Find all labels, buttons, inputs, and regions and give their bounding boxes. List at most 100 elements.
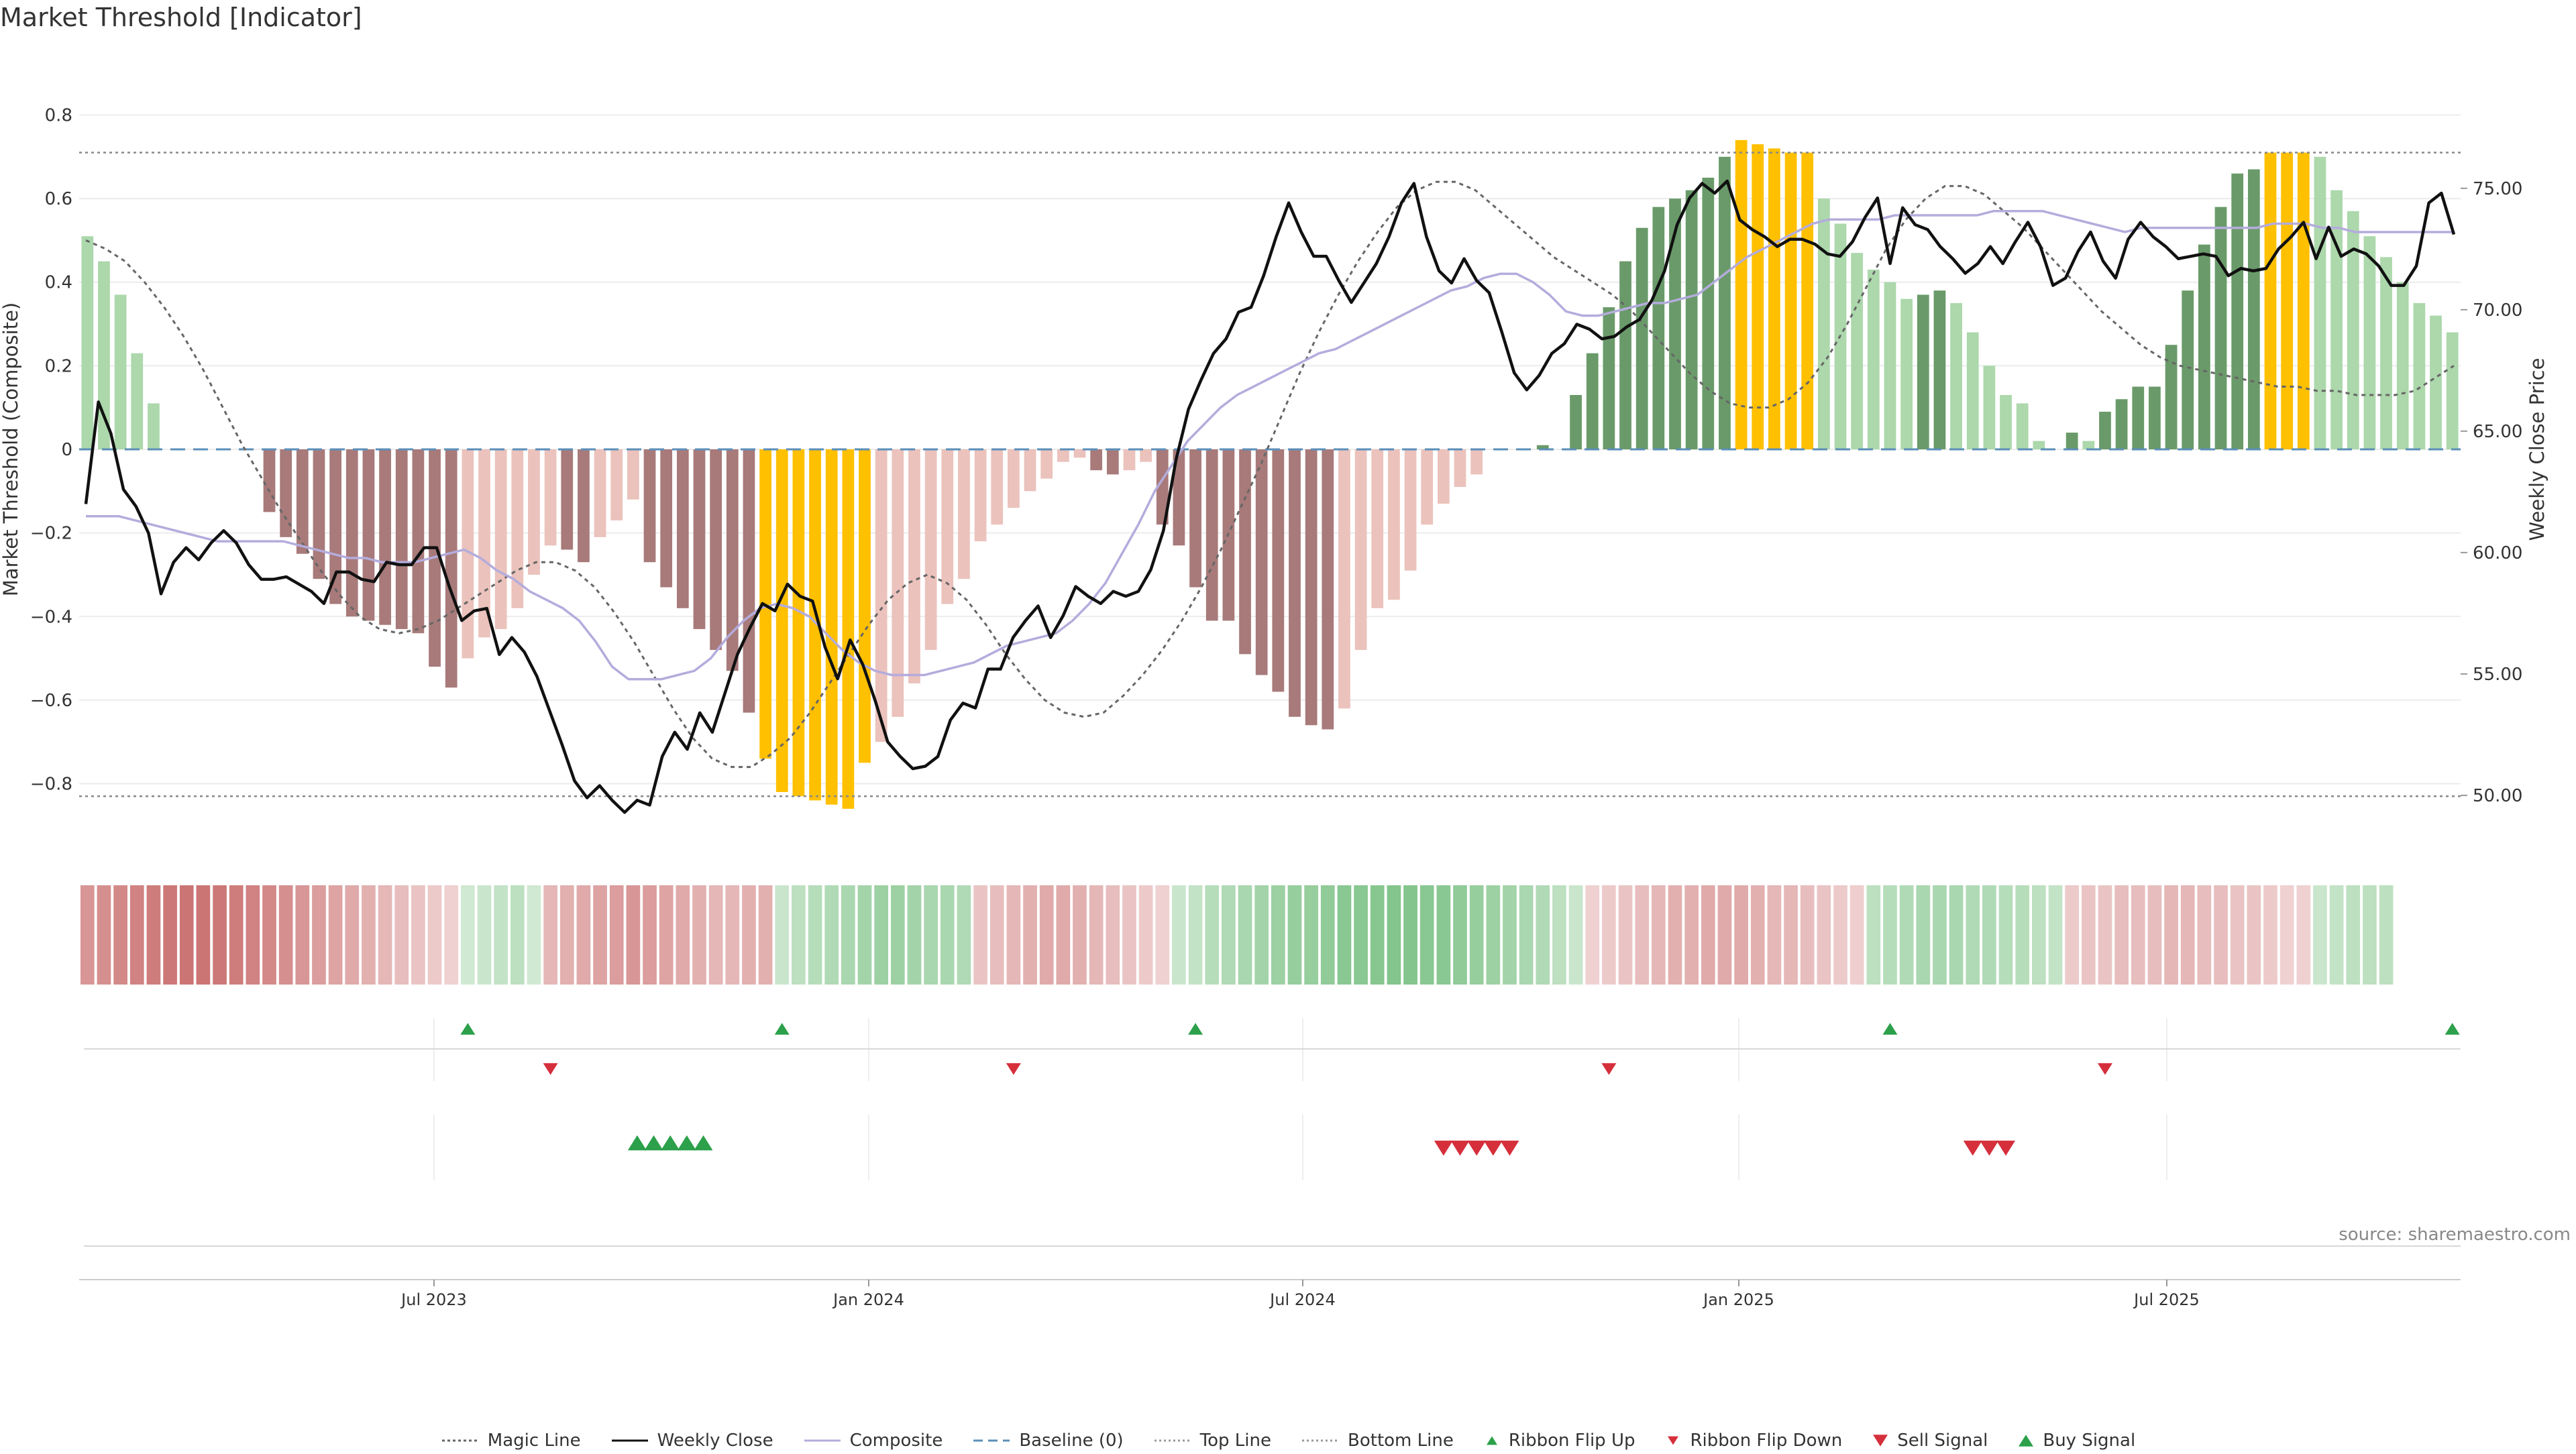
legend-item-sell: Sell Signal <box>1872 1431 1988 1451</box>
composite-bar <box>2033 441 2045 449</box>
composite-bar <box>2016 403 2029 449</box>
composite-bar <box>1536 445 1549 449</box>
ribbon-cell <box>857 885 872 985</box>
ribbon-strip <box>80 885 2394 985</box>
composite-bar <box>2065 433 2078 449</box>
x-tick-label: Jul 2024 <box>1269 1290 1336 1309</box>
ribbon-cell <box>2247 885 2261 985</box>
composite-bar <box>98 261 110 449</box>
composite-bar <box>1173 449 1185 546</box>
ribbon-cell <box>278 885 293 985</box>
ribbon-cell <box>427 885 442 985</box>
ribbon-cell <box>2230 885 2245 985</box>
composite-bar <box>2000 394 2012 449</box>
ribbon-cell <box>1998 885 2013 985</box>
ribbon-cell <box>543 885 557 985</box>
composite-bar <box>1090 449 1103 471</box>
buy-signal-marker <box>694 1135 713 1151</box>
legend-label: Weekly Close <box>657 1431 773 1451</box>
composite-bar <box>1338 449 1350 709</box>
ribbon-cell <box>1949 885 1964 985</box>
composite-bar <box>743 449 755 713</box>
ribbon-cell <box>1651 885 1666 985</box>
sell-signal-marker <box>1500 1140 1519 1156</box>
ribbon-cell <box>1453 885 1467 985</box>
x-tick-label: Jan 2025 <box>1702 1290 1774 1309</box>
composite-bar <box>1685 190 1698 449</box>
ribbon-cell <box>609 885 624 985</box>
ribbon-cell <box>957 885 971 985</box>
ribbon-cell <box>1188 885 1203 985</box>
ribbon-cell <box>1784 885 1798 985</box>
composite-bar <box>1570 394 1582 449</box>
ribbon-cell <box>1403 885 1417 985</box>
ribbon-cell <box>394 885 409 985</box>
triangle-up-icon <box>2019 1435 2034 1447</box>
y2-tick-label: 60.00 <box>2473 543 2522 563</box>
ribbon-cell <box>973 885 987 985</box>
composite-bar <box>345 449 358 617</box>
composite-bar <box>1024 449 1036 492</box>
ribbon-cell <box>2379 885 2394 985</box>
ribbon-cell <box>758 885 773 985</box>
ribbon-cell <box>1089 885 1104 985</box>
composite-bar <box>2115 399 2128 449</box>
triangle-down-icon <box>1668 1436 1679 1445</box>
composite-bar <box>280 449 292 537</box>
ribbon-cell <box>312 885 326 985</box>
ribbon-cell <box>113 885 127 985</box>
y2-axis-label: Weekly Close Price <box>2526 358 2548 541</box>
ribbon-cell <box>1817 885 1831 985</box>
ribbon-cell <box>1287 885 1302 985</box>
legend-label: Composite <box>849 1431 943 1451</box>
ribbon-cell <box>411 885 425 985</box>
x-axis: Jul 2023 Jan 2024 Jul 2024 Jan 2025 Jul 2025 <box>79 1279 2461 1309</box>
ribbon-cell <box>1056 885 1071 985</box>
composite-bar <box>2099 411 2111 449</box>
ribbon-cell <box>1734 885 1748 985</box>
lines-layer <box>79 152 2461 814</box>
ribbon-cell <box>1800 885 1815 985</box>
ribbon-cell <box>1205 885 1220 985</box>
composite-bar <box>1752 144 1764 450</box>
ribbon-cell <box>2114 885 2129 985</box>
ribbon-cell <box>1933 885 1947 985</box>
composite-bar <box>1239 449 1251 655</box>
legend-item-ribbon_up: Ribbon Flip Up <box>1483 1431 1635 1451</box>
composite-bar <box>395 449 408 629</box>
composite-bar <box>2413 302 2426 449</box>
composite-bar <box>1652 207 1665 449</box>
composite-bar <box>892 449 904 717</box>
y-axis-label: Market Threshold (Composite) <box>0 302 22 596</box>
composite-bar <box>2347 211 2359 449</box>
sell-signal-marker <box>1980 1140 1999 1156</box>
x-tick-label: Jul 2023 <box>400 1290 467 1309</box>
ribbon-cell <box>1618 885 1633 985</box>
composite-bar <box>412 449 425 634</box>
composite-bar <box>792 449 805 797</box>
ribbon-cell <box>1519 885 1534 985</box>
legend-label: Bottom Line <box>1348 1431 1454 1451</box>
ribbon-cell <box>2015 885 2030 985</box>
ribbon-cell <box>1155 885 1170 985</box>
ribbon-cell <box>229 885 244 985</box>
grid-layer <box>79 114 2461 785</box>
ribbon-flip-up-marker <box>774 1023 790 1035</box>
buy-signal-marker <box>644 1135 663 1151</box>
composite-bar <box>1354 449 1367 651</box>
ribbon-cell <box>2263 885 2277 985</box>
ribbon-cell <box>1469 885 1484 985</box>
composite-bar <box>627 449 639 500</box>
sell-signal-marker <box>1963 1140 1982 1156</box>
ribbon-cell <box>1138 885 1153 985</box>
composite-line <box>86 210 2454 681</box>
dotted-line-icon <box>1302 1439 1338 1442</box>
ribbon-cell <box>1337 885 1352 985</box>
ribbon-cell <box>626 885 641 985</box>
ribbon-cell <box>841 885 855 985</box>
ribbon-cell <box>2313 885 2327 985</box>
composite-bar <box>494 449 507 629</box>
sell-signal-marker <box>1434 1140 1453 1156</box>
legend-label: Ribbon Flip Up <box>1508 1431 1635 1451</box>
composite-bar <box>1008 449 1020 508</box>
